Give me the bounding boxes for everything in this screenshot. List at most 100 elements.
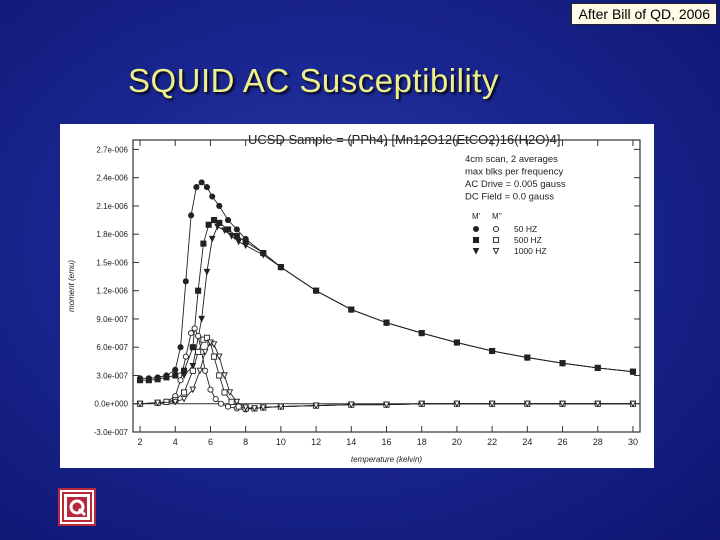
chart-title: UCSD Sample = (PPh4) [Mn12O12(EtCO2)16(H… [248,132,560,147]
data-point [225,217,232,224]
data-point [233,233,240,240]
data-point [203,184,210,191]
data-point [191,325,198,332]
y-tick-label: 6.0e-007 [96,343,128,352]
data-point [559,360,566,367]
data-point [154,376,161,383]
y-tick-label: 9.0e-007 [96,315,128,324]
data-point [488,400,496,408]
data-point [154,399,161,407]
data-point [214,223,221,231]
data-point [208,235,216,243]
series-5 [136,339,637,413]
data-point [383,401,390,409]
y-tick-label: 1.8e-006 [96,230,128,239]
series-line [183,226,634,376]
data-point [347,401,355,409]
legend-marker [472,247,480,255]
data-point [259,404,267,412]
data-point [182,278,189,285]
data-point [182,353,189,360]
data-point [207,386,214,393]
y-tick-label: 1.5e-006 [96,258,128,267]
data-point [312,287,320,295]
data-point [225,403,232,410]
data-point [189,386,197,394]
x-tick-label: 12 [311,437,321,447]
legend-marker [492,225,500,233]
y-axis-label: moment (emu) [67,260,76,312]
data-point [226,389,234,397]
data-point [383,319,390,327]
data-point [217,400,225,407]
data-point [209,193,216,200]
data-point [242,404,249,412]
data-point [242,242,249,250]
data-point [172,366,179,373]
x-tick-label: 6 [208,437,213,447]
data-point [195,348,202,355]
chart-annotation: AC Drive = 0.005 gauss [465,179,566,190]
y-tick-label: 1.2e-006 [96,287,128,296]
data-point [453,339,461,347]
legend-header: M'' [492,212,502,221]
data-point [312,402,320,410]
data-point [228,398,235,405]
y-tick-label: 0.0e+000 [94,400,128,409]
data-point [216,202,223,209]
legend-marker [492,236,500,244]
data-point [629,400,637,408]
chart-panel: -3.0e-007 0.0e+000 3.0e-007 6.0e-007 9.0e-00… [60,124,654,468]
credit-note: After Bill of QD, 2006 [571,3,717,25]
data-point [202,367,209,374]
data-point [201,348,209,356]
x-tick-label: 22 [487,437,497,447]
marks-layer [136,179,637,413]
x-tick-label: 28 [593,437,603,447]
data-point [524,354,531,362]
data-point [200,240,207,247]
data-point [235,403,242,410]
x-tick-label: 16 [381,437,391,447]
y-tick-label: 2.4e-006 [96,174,128,183]
x-tick-label: 24 [522,437,532,447]
data-point [195,287,202,294]
chart-annotation: max blks per frequency [465,167,563,178]
x-tick-label: 30 [628,437,638,447]
data-point [418,330,426,337]
series-3 [136,325,637,413]
data-point [228,233,235,240]
susceptibility-chart: -3.0e-007 0.0e+000 3.0e-007 6.0e-007 9.0e-00… [67,132,641,464]
data-point [145,377,152,384]
data-point [221,372,228,380]
legend-marker [472,236,480,244]
qd-logo-icon [58,488,96,526]
text-layer: -3.0e-007 0.0e+000 3.0e-007 6.0e-007 9.0e-00… [67,132,638,464]
data-point [212,395,219,403]
series-2 [180,223,637,380]
data-point [196,367,204,375]
data-point [163,374,170,381]
data-point [347,306,355,314]
data-point [418,400,426,408]
data-point [203,268,211,276]
data-point [177,377,184,384]
data-point [210,341,218,349]
data-point [233,226,240,233]
data-point [221,389,228,396]
data-point [198,315,205,323]
legend-header: M' [472,212,481,221]
y-tick-label: -3.0e-007 [94,428,129,437]
data-point [180,372,188,380]
data-point [594,364,602,372]
x-tick-label: 10 [276,437,286,447]
data-point [277,403,285,411]
data-point [136,377,144,384]
data-point [193,184,200,191]
data-point [629,368,637,376]
legend-label: 1000 HZ [514,246,547,256]
data-point [136,400,144,408]
x-tick-label: 18 [417,437,427,447]
data-point [198,179,205,186]
legend-label: 50 HZ [514,224,537,234]
